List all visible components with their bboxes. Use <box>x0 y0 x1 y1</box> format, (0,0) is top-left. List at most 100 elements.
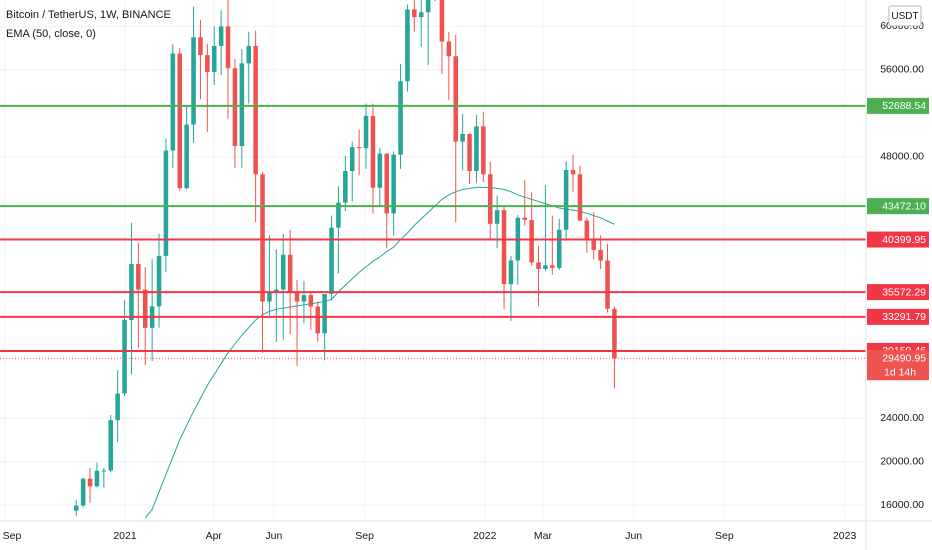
candle-body <box>101 470 107 472</box>
candle-body <box>591 239 597 250</box>
candle-body <box>246 45 252 64</box>
x-tick-label: Jun <box>625 530 642 542</box>
candle-body <box>87 478 93 487</box>
candle-body <box>522 217 528 220</box>
candle-body <box>612 308 617 359</box>
candle-body <box>287 254 293 292</box>
y-tick-label: 56000.00 <box>880 64 924 76</box>
candle-body <box>363 115 369 149</box>
candle-body <box>225 26 231 69</box>
y-tick-label: 20000.00 <box>880 455 924 467</box>
candle-body <box>467 134 472 172</box>
candle-body <box>336 202 341 228</box>
candle-body <box>439 0 445 42</box>
y-tick-label: 48000.00 <box>880 151 924 163</box>
candle-body <box>418 12 424 18</box>
candle-body <box>570 169 576 175</box>
x-tick-label: Sep <box>715 530 734 542</box>
candle-body <box>377 153 383 188</box>
currency[interactable]: USDT <box>891 11 918 22</box>
candle-body <box>508 260 514 285</box>
ema-line <box>144 186 615 519</box>
candle-body <box>501 210 507 285</box>
candle-body <box>267 291 272 302</box>
grid <box>0 0 866 521</box>
candle-body <box>460 134 465 142</box>
current-price-box <box>867 350 929 381</box>
candle-body <box>184 124 189 189</box>
candle-body <box>577 174 583 221</box>
candle-body <box>349 147 355 172</box>
candle-body <box>191 37 196 125</box>
chart-title: Bitcoin / TetherUS, 1W, BINANCE <box>6 9 171 21</box>
candle-body <box>211 45 217 73</box>
candle-body <box>412 9 417 18</box>
x-tick-label: Sep <box>3 530 22 542</box>
currency-box[interactable] <box>888 5 922 27</box>
x-tick-label: Jun <box>265 530 282 542</box>
level-price-box <box>867 97 929 114</box>
candle-body <box>584 220 590 240</box>
plot-area <box>0 0 866 519</box>
candle-body <box>453 56 459 142</box>
candle-body <box>487 174 493 224</box>
candle-body <box>177 53 183 189</box>
candle-body <box>329 227 334 294</box>
x-tick-label: Apr <box>206 530 223 542</box>
y-tick-label: 16000.00 <box>880 499 924 511</box>
candle-body <box>343 171 348 203</box>
candle-body <box>294 291 300 302</box>
candle-body <box>322 293 327 334</box>
candle-body <box>425 0 431 13</box>
x-tick-label: Mar <box>534 530 553 542</box>
candle-body <box>239 63 245 146</box>
candle-body <box>301 295 307 302</box>
candle-body <box>356 147 362 149</box>
level-price-box <box>867 308 929 325</box>
candle-body <box>170 53 176 151</box>
candle-body <box>205 55 210 73</box>
x-tick-label: 2021 <box>113 530 137 542</box>
candle-body <box>115 393 120 421</box>
axes: 16000.00 20000.00 24000.00 48000.00 56000.00… <box>3 20 929 542</box>
candle-body <box>446 41 452 57</box>
level-price-label: 52688.54 <box>882 100 926 112</box>
candle-body <box>529 219 534 263</box>
candle-body <box>308 295 314 307</box>
level-price-label: 40399.95 <box>882 234 926 246</box>
candle-body <box>274 289 279 292</box>
level-price-label: 43472.10 <box>882 200 926 212</box>
candle-body <box>163 150 169 256</box>
candle-body <box>405 9 410 82</box>
candle-body <box>384 153 390 214</box>
candle-body <box>218 26 224 46</box>
x-tick-label: Sep <box>355 530 374 542</box>
candle-body <box>563 169 569 230</box>
candle-body <box>543 265 548 269</box>
level-price-box <box>867 198 929 215</box>
candle-body <box>605 260 610 309</box>
candle-body <box>556 229 562 268</box>
candle-body <box>156 255 162 307</box>
candle-body <box>94 470 100 487</box>
level-price-label: 35572.29 <box>882 286 926 298</box>
candle-body <box>370 115 376 188</box>
candle-body <box>122 320 127 394</box>
y-tick-label: 24000.00 <box>880 412 924 424</box>
candle-body <box>391 154 396 214</box>
level-price-label: 33291.79 <box>882 311 926 323</box>
candle-body <box>198 37 203 56</box>
candle-body <box>398 81 403 155</box>
candle-body <box>494 210 500 224</box>
candle-body <box>481 126 486 175</box>
candle-body <box>136 264 141 290</box>
candle-body <box>280 254 286 290</box>
indicator-label: EMA (50, close, 0) <box>6 28 96 40</box>
x-tick-label: 2022 <box>473 530 497 542</box>
candle-body <box>598 249 603 261</box>
candle-body <box>550 265 555 268</box>
x-tick-label: 2023 <box>833 530 857 542</box>
candle-body <box>315 306 321 334</box>
candle-body <box>80 478 86 506</box>
candle-body <box>253 45 258 175</box>
